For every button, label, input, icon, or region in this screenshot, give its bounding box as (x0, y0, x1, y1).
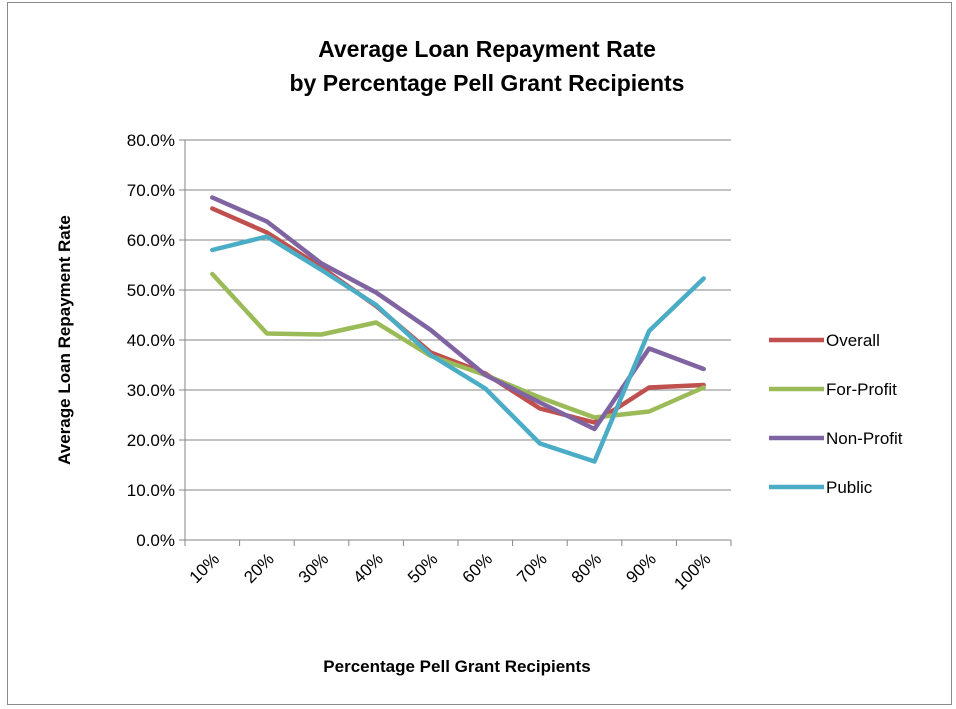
y-axis-title: Average Loan Repayment Rate (55, 215, 74, 465)
chart-frame (7, 2, 952, 705)
y-tick-label: 30.0% (127, 381, 175, 400)
x-tick-label: 30% (295, 549, 332, 586)
chart-title-line: by Percentage Pell Grant Recipients (290, 70, 685, 96)
y-tick-label: 40.0% (127, 331, 175, 350)
x-tick-label: 50% (404, 549, 441, 586)
y-tick-label: 60.0% (127, 231, 175, 250)
x-tick-label: 80% (568, 549, 605, 586)
chart-title-line: Average Loan Repayment Rate (318, 36, 656, 62)
x-tick-label: 70% (513, 549, 550, 586)
legend-label: Non-Profit (826, 429, 903, 448)
y-tick-label: 70.0% (127, 181, 175, 200)
x-tick-label: 20% (240, 549, 277, 586)
series-line-non-profit (210, 195, 706, 432)
x-tick-label: 100% (670, 549, 714, 593)
series-line-overall (210, 206, 706, 425)
x-tick-label: 90% (622, 549, 659, 586)
x-axis-title: Percentage Pell Grant Recipients (323, 657, 590, 676)
legend-label: Overall (826, 331, 880, 350)
legend-label: Public (826, 478, 873, 497)
x-tick-label: 40% (349, 549, 386, 586)
legend-label: For-Profit (826, 380, 897, 399)
y-tick-label: 0.0% (136, 531, 175, 550)
y-tick-label: 10.0% (127, 481, 175, 500)
y-tick-label: 80.0% (127, 131, 175, 150)
x-tick-label: 60% (459, 549, 496, 586)
y-tick-label: 50.0% (127, 281, 175, 300)
series-line-public (210, 234, 706, 464)
series-line-for-profit (210, 271, 706, 420)
y-tick-label: 20.0% (127, 431, 175, 450)
x-tick-label: 10% (186, 549, 223, 586)
